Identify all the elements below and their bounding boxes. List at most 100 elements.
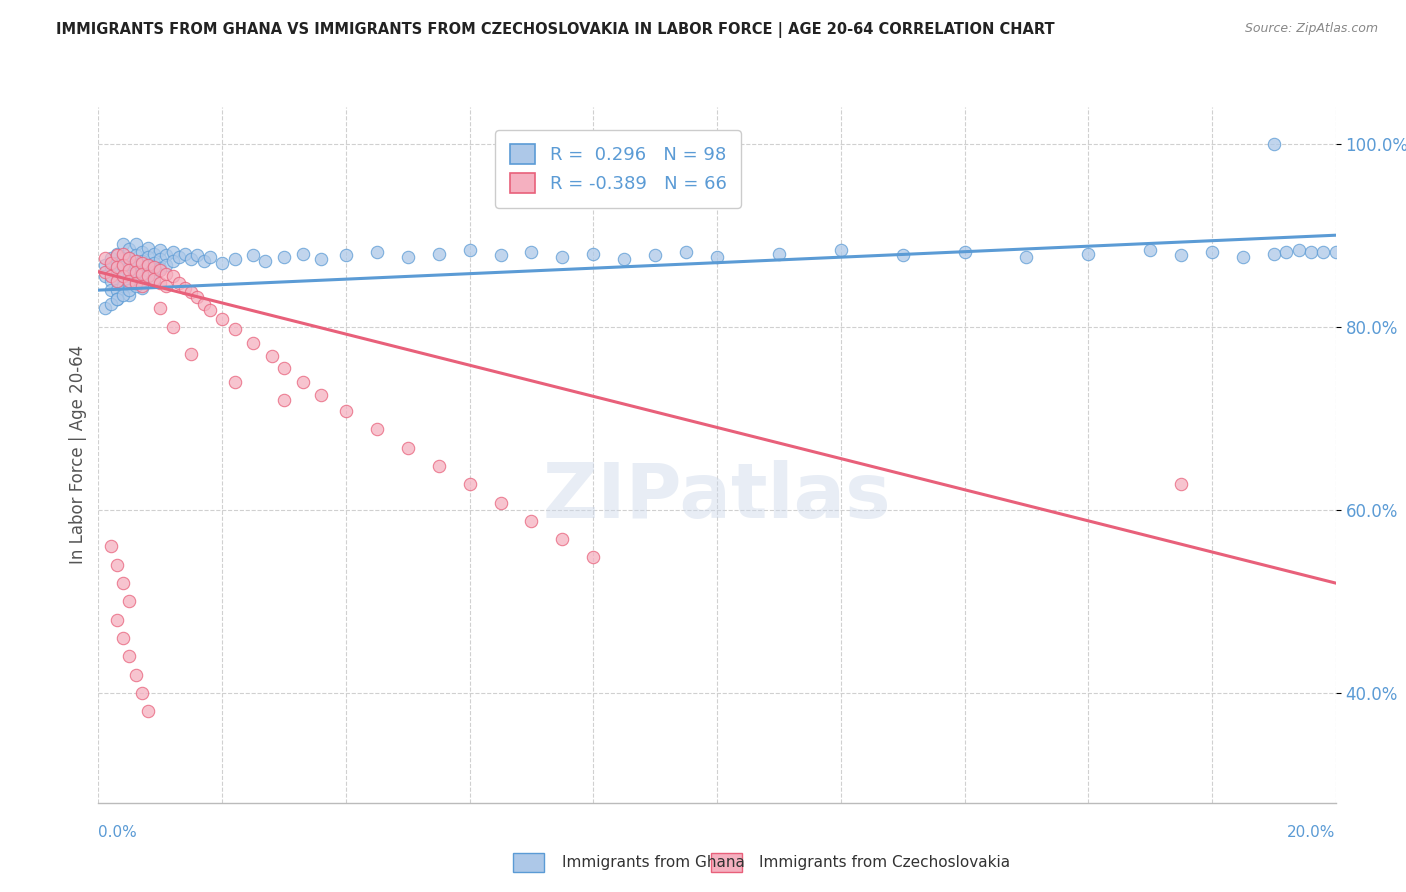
Point: [224, 321, 246, 335]
Point: [131, 278, 153, 293]
Point: [1201, 244, 1223, 259]
Text: Source: ZipAtlas.com: Source: ZipAtlas.com: [1244, 22, 1378, 36]
Y-axis label: In Labor Force | Age 20-64: In Labor Force | Age 20-64: [69, 345, 87, 565]
Point: [105, 293, 128, 307]
Point: [112, 287, 135, 301]
Text: ZIPatlas: ZIPatlas: [543, 459, 891, 533]
Point: [124, 248, 146, 262]
Point: [162, 253, 184, 268]
Point: [1170, 477, 1192, 491]
Point: [167, 250, 190, 264]
Point: [105, 255, 128, 269]
Point: [335, 404, 357, 418]
Point: [118, 260, 141, 275]
Legend: R =  0.296   N = 98, R = -0.389   N = 66: R = 0.296 N = 98, R = -0.389 N = 66: [495, 130, 741, 208]
Point: [427, 458, 450, 473]
Point: [291, 246, 314, 260]
Point: [105, 274, 128, 288]
Point: [105, 265, 128, 279]
Point: [366, 422, 388, 436]
Point: [105, 248, 128, 262]
Point: [131, 272, 153, 286]
Point: [112, 246, 135, 260]
Point: [131, 263, 153, 277]
Point: [174, 281, 197, 295]
Point: [100, 283, 122, 297]
Point: [520, 514, 543, 528]
Point: [105, 558, 128, 572]
Point: [136, 269, 159, 284]
Point: [105, 260, 128, 275]
Point: [143, 272, 166, 286]
Point: [112, 251, 135, 265]
Text: IMMIGRANTS FROM GHANA VS IMMIGRANTS FROM CZECHOSLOVAKIA IN LABOR FORCE | AGE 20-: IMMIGRANTS FROM GHANA VS IMMIGRANTS FROM…: [56, 22, 1054, 38]
Point: [155, 248, 177, 262]
Point: [260, 349, 283, 363]
Point: [136, 704, 159, 718]
Point: [489, 248, 512, 262]
Point: [100, 540, 122, 554]
Point: [143, 260, 166, 275]
Point: [105, 613, 128, 627]
Point: [198, 250, 221, 264]
Point: [1299, 244, 1322, 259]
Text: 0.0%: 0.0%: [98, 825, 138, 840]
Point: [1312, 244, 1334, 259]
Point: [124, 667, 146, 681]
Point: [118, 594, 141, 608]
Point: [551, 250, 574, 264]
Text: 20.0%: 20.0%: [1288, 825, 1336, 840]
Point: [100, 274, 122, 288]
Point: [180, 347, 202, 361]
Point: [100, 260, 122, 275]
Point: [118, 242, 141, 256]
Point: [93, 301, 115, 316]
Point: [273, 361, 295, 376]
Point: [155, 267, 177, 281]
Point: [675, 244, 697, 259]
Point: [112, 278, 135, 293]
Point: [254, 253, 277, 268]
Point: [551, 532, 574, 546]
Point: [118, 251, 141, 265]
Point: [520, 244, 543, 259]
Point: [124, 265, 146, 279]
Point: [706, 250, 728, 264]
Point: [143, 246, 166, 260]
Point: [93, 258, 115, 272]
Point: [167, 276, 190, 290]
Point: [105, 283, 128, 297]
Point: [136, 250, 159, 264]
Point: [155, 278, 177, 293]
Point: [211, 312, 233, 326]
Point: [891, 248, 914, 262]
Point: [112, 269, 135, 284]
Point: [100, 297, 122, 311]
Point: [1263, 136, 1285, 151]
Point: [136, 241, 159, 255]
Point: [458, 477, 481, 491]
Point: [1275, 244, 1298, 259]
Point: [1288, 243, 1310, 257]
Point: [273, 250, 295, 264]
Point: [136, 260, 159, 274]
Point: [193, 297, 215, 311]
Point: [396, 441, 419, 455]
Point: [112, 260, 135, 275]
Point: [112, 237, 135, 252]
Point: [112, 258, 135, 272]
Point: [162, 269, 184, 284]
Point: [644, 248, 666, 262]
Point: [1232, 250, 1254, 264]
Point: [180, 285, 202, 299]
Point: [309, 252, 332, 266]
Point: [582, 246, 605, 260]
Text: Immigrants from Ghana: Immigrants from Ghana: [562, 855, 745, 870]
Point: [458, 243, 481, 257]
Point: [93, 269, 115, 284]
Point: [155, 258, 177, 272]
Point: [174, 246, 197, 260]
Point: [93, 251, 115, 265]
Point: [131, 253, 153, 268]
Point: [149, 243, 172, 257]
